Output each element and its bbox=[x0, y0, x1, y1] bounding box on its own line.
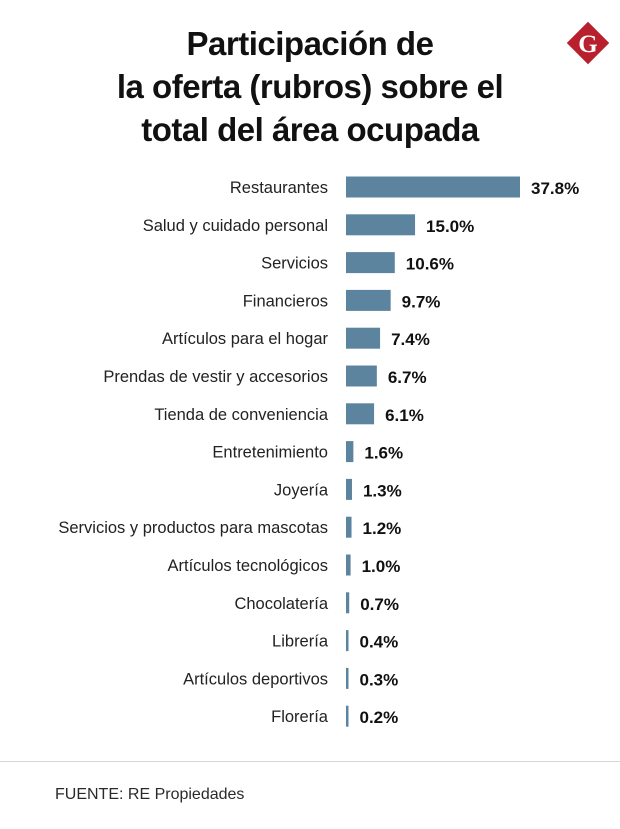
chart-title-line-2: la oferta (rubros) sobre el bbox=[116, 68, 504, 105]
value-label: 1.2% bbox=[363, 519, 402, 538]
bar bbox=[346, 667, 349, 689]
bar bbox=[346, 478, 352, 500]
value-label: 9.7% bbox=[402, 292, 441, 311]
value-label: 0.2% bbox=[360, 708, 399, 727]
category-label: Restaurantes bbox=[230, 179, 328, 197]
category-label: Artículos tecnológicos bbox=[168, 557, 329, 575]
value-label: 15.0% bbox=[426, 217, 474, 236]
category-label: Entretenimiento bbox=[212, 444, 328, 462]
bar bbox=[346, 592, 350, 614]
chart-title-line-3: total del área ocupada bbox=[141, 111, 479, 148]
bar bbox=[346, 327, 381, 349]
bar bbox=[346, 252, 395, 274]
bar bbox=[346, 630, 349, 652]
category-label: Financieros bbox=[243, 292, 328, 310]
value-label: 1.3% bbox=[363, 481, 402, 500]
bar bbox=[346, 214, 416, 236]
bar bbox=[346, 441, 354, 463]
value-label: 6.1% bbox=[385, 406, 424, 425]
bar bbox=[346, 403, 375, 425]
category-label: Tienda de conveniencia bbox=[154, 406, 329, 424]
value-label: 1.0% bbox=[362, 557, 401, 576]
value-label: 1.6% bbox=[364, 444, 403, 463]
value-label: 7.4% bbox=[391, 330, 430, 349]
category-label: Chocolatería bbox=[234, 595, 328, 613]
bar bbox=[346, 516, 352, 538]
value-label: 10.6% bbox=[406, 255, 454, 274]
chart-title: Participación de la oferta (rubros) sobr… bbox=[60, 22, 560, 151]
bar-chart: Restaurantes 37.8% Salud y cuidado persona… bbox=[58, 176, 579, 727]
category-label: Servicios y productos para mascotas bbox=[58, 519, 328, 537]
category-label: Servicios bbox=[261, 255, 328, 273]
bar bbox=[346, 554, 351, 576]
bar bbox=[346, 705, 349, 727]
category-label: Salud y cuidado personal bbox=[143, 217, 328, 235]
category-label: Librería bbox=[272, 633, 329, 651]
value-label: 0.7% bbox=[360, 595, 399, 614]
bar bbox=[346, 365, 377, 387]
value-label: 37.8% bbox=[531, 179, 579, 198]
source-note: FUENTE: RE Propiedades bbox=[55, 786, 245, 803]
bar bbox=[346, 289, 391, 311]
bar bbox=[346, 176, 520, 198]
value-label: 0.4% bbox=[360, 633, 399, 652]
value-label: 0.3% bbox=[360, 670, 399, 689]
brand-logo: G bbox=[566, 21, 610, 65]
category-label: Prendas de vestir y accesorios bbox=[103, 368, 328, 386]
category-label: Artículos deportivos bbox=[183, 670, 328, 688]
category-label: Artículos para el hogar bbox=[162, 330, 329, 348]
footer-divider bbox=[0, 761, 620, 762]
chart-title-line-1: Participación de bbox=[186, 25, 434, 62]
brand-logo-letter: G bbox=[578, 31, 597, 58]
category-label: Florería bbox=[271, 708, 329, 726]
value-label: 6.7% bbox=[388, 368, 427, 387]
category-label: Joyería bbox=[274, 481, 329, 499]
